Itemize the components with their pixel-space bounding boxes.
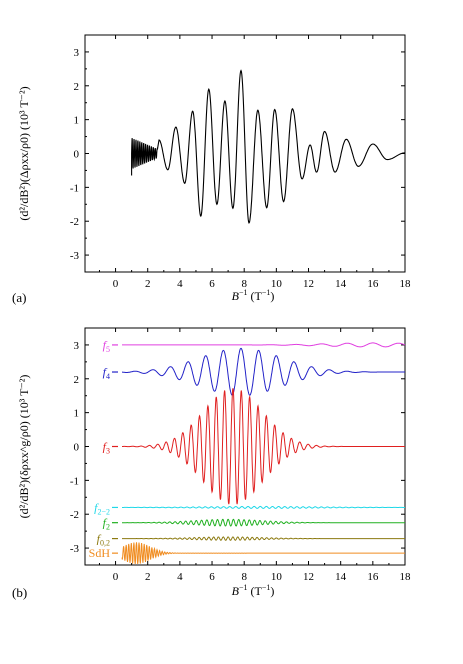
y-tick-label: 3 xyxy=(74,340,80,352)
y-tick-label: -2 xyxy=(70,509,79,521)
x-tick-label: 18 xyxy=(400,278,412,290)
series-label-f4: f4 xyxy=(103,365,110,381)
x-tick-label: 8 xyxy=(241,278,247,290)
y-axis-title: (d²/dB²)(δρxx^g/ρ0) (10³ T⁻²) xyxy=(17,375,31,519)
x-tick-label: 2 xyxy=(145,571,151,583)
series-line-SdH xyxy=(121,542,405,564)
x-tick-label: 16 xyxy=(367,278,379,290)
panel-label: (a) xyxy=(12,290,26,305)
x-tick-label: 18 xyxy=(400,571,412,583)
y-tick-label: 3 xyxy=(74,47,80,59)
series-line-f5 xyxy=(122,342,406,348)
series-label-f3: f3 xyxy=(103,440,110,456)
series-line xyxy=(131,69,406,225)
x-tick-label: 14 xyxy=(335,571,347,583)
x-tick-label: 0 xyxy=(113,571,119,583)
series-label-SdH: SdH xyxy=(89,546,111,560)
series-label-f0: f0,2 xyxy=(97,532,110,548)
x-tick-label: 14 xyxy=(335,278,347,290)
x-axis-title: B−1 (T−1) xyxy=(232,288,275,303)
x-tick-label: 8 xyxy=(241,571,247,583)
x-tick-label: 4 xyxy=(177,278,183,290)
y-tick-label: -3 xyxy=(70,543,80,555)
x-tick-label: 6 xyxy=(209,278,215,290)
panel-label: (b) xyxy=(12,585,27,600)
x-tick-label: 12 xyxy=(303,278,314,290)
y-tick-label: 1 xyxy=(74,408,80,420)
x-tick-label: 16 xyxy=(367,571,379,583)
series-line-f0 xyxy=(122,536,405,541)
series-line-f4 xyxy=(122,347,405,396)
x-axis-title: B−1 (T−1) xyxy=(232,583,275,598)
y-tick-label: 2 xyxy=(74,374,80,386)
y-tick-label: 1 xyxy=(74,115,80,127)
series-line-f2-f2 xyxy=(122,505,405,509)
x-tick-label: 4 xyxy=(177,571,183,583)
y-tick-label: 0 xyxy=(74,149,80,161)
x-tick-label: 6 xyxy=(209,571,215,583)
series-label-f5: f5 xyxy=(103,338,110,354)
x-tick-label: 10 xyxy=(271,278,283,290)
x-tick-label: 0 xyxy=(113,278,119,290)
series-line-f2 xyxy=(122,518,405,527)
x-tick-label: 12 xyxy=(303,571,314,583)
series-label-f2-f2: f2−2 xyxy=(94,500,110,516)
y-tick-label: 0 xyxy=(74,442,80,454)
y-tick-label: -1 xyxy=(70,182,79,194)
x-tick-label: 10 xyxy=(271,571,283,583)
y-tick-label: -2 xyxy=(70,216,79,228)
series-label-f2: f2 xyxy=(103,516,110,532)
y-tick-label: -1 xyxy=(70,475,79,487)
series-line-f3 xyxy=(122,388,405,505)
y-tick-label: 2 xyxy=(74,81,80,93)
y-tick-label: -3 xyxy=(70,250,80,262)
x-tick-label: 2 xyxy=(145,278,151,290)
y-axis-title: (d²/dB²)(Δρxx/ρ0) (10³ T⁻²) xyxy=(17,86,31,220)
